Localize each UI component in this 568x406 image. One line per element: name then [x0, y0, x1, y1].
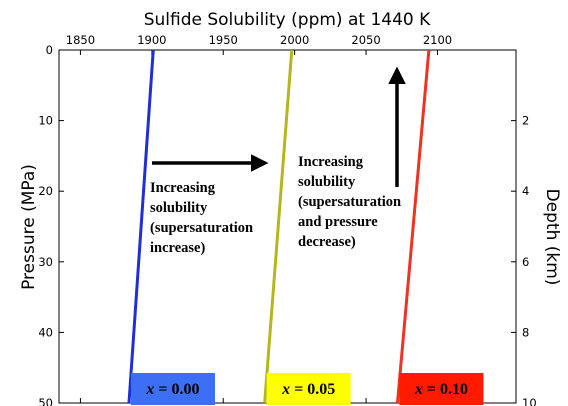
annotation-increase: Increasing solubility (supersaturation i… [150, 180, 257, 256]
y-axis-ticks: 0 10 20 30 40 50 [38, 43, 64, 406]
y2-axis-label: Depth (km) [542, 189, 562, 286]
series-label-box-1 [266, 373, 351, 405]
y-axis-label: Pressure (MPa) [19, 164, 39, 290]
annotation-decrease-line-5: decrease) [298, 234, 356, 250]
series-label-var: x [281, 381, 290, 398]
series-labels: x = 0.00 x = 0.05 x = 0.10 [130, 373, 484, 405]
x-axis-ticks: 1850 1900 1950 2000 2050 2100 [66, 33, 452, 403]
y2-tick-label: 8 [522, 325, 529, 339]
y2-tick-label: 4 [522, 184, 529, 198]
x-tick-label: 1850 [66, 33, 95, 47]
y2-tick-label: 2 [522, 114, 529, 128]
y-tick-label: 10 [38, 114, 53, 128]
x-tick-label: 2100 [423, 33, 452, 47]
y-tick-label: 50 [38, 396, 53, 406]
x-tick-label: 1950 [209, 33, 238, 47]
series-line-1 [263, 49, 294, 404]
annotation-decrease-line-4: and pressure [298, 214, 378, 230]
series-label-var: x [145, 381, 154, 398]
annotation-decrease-line-3: (supersaturation [298, 194, 401, 210]
series-label-0: x = 0.00 [145, 381, 199, 398]
x-tick-label: 1900 [137, 33, 166, 47]
series-label-var: x [414, 381, 423, 398]
y-tick-label: 0 [46, 43, 53, 57]
annotation-increase-line-3: (supersaturation [150, 220, 253, 236]
annotation-increase-line-4: increase) [150, 240, 205, 256]
series-label-box-2 [399, 373, 484, 405]
x-tick-label: 2050 [351, 33, 380, 47]
annotation-decrease-line-2: solubility [298, 174, 356, 190]
y-tick-label: 30 [38, 255, 53, 269]
y-tick-label: 40 [38, 325, 53, 339]
x-tick-label: 2000 [280, 33, 309, 47]
series-line-0 [127, 49, 155, 404]
series-label-box-0 [130, 373, 215, 405]
series-line-2 [395, 49, 431, 404]
series-label-value: = 0.05 [290, 381, 335, 398]
series-lines [127, 49, 431, 404]
annotation-increase-line-1: Increasing [150, 180, 216, 196]
series-label-value: = 0.10 [423, 381, 468, 398]
annotation-decrease-line-1: Increasing [298, 154, 364, 170]
y-tick-label: 20 [38, 184, 53, 198]
series-label-value: = 0.00 [154, 381, 199, 398]
series-label-1: x = 0.05 [281, 381, 335, 398]
annotation-increase-line-2: solubility [150, 200, 208, 216]
annotation-decrease: Increasing solubility (supersaturation a… [298, 154, 405, 250]
chart-title: Sulfide Solubility (ppm) at 1440 K [144, 10, 431, 30]
y2-tick-label: 6 [522, 255, 529, 269]
y2-tick-label: 10 [522, 396, 537, 406]
series-label-2: x = 0.10 [414, 381, 468, 398]
y2-axis-ticks: 2 4 6 8 10 [511, 114, 537, 406]
